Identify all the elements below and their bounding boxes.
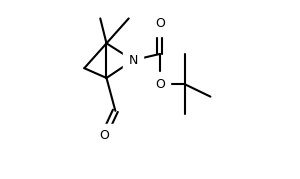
Text: O: O <box>155 78 165 91</box>
Text: O: O <box>155 17 165 30</box>
Text: O: O <box>99 129 109 142</box>
Text: N: N <box>128 54 138 67</box>
